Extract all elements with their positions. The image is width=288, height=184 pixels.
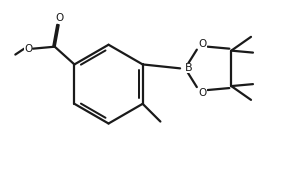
Text: O: O: [199, 39, 207, 49]
Text: O: O: [56, 13, 64, 23]
Text: B: B: [185, 63, 193, 73]
Text: O: O: [199, 88, 207, 98]
Text: O: O: [24, 44, 32, 54]
